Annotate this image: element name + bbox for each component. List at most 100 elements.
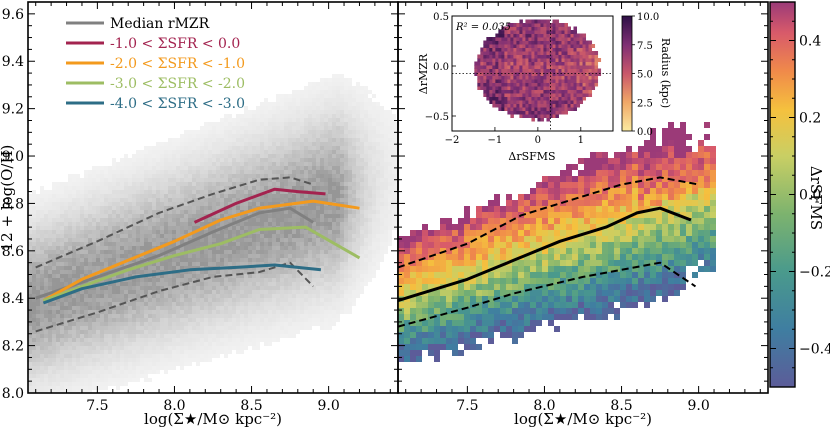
hist-cell [184, 170, 188, 174]
hist-cell [332, 162, 336, 166]
hist-cell [116, 358, 120, 362]
hist-cell [188, 254, 192, 258]
hist-cell [152, 190, 156, 194]
hist-cell [40, 262, 44, 266]
hist-cell [356, 262, 360, 266]
hist-cell [68, 190, 72, 194]
hist-cell [296, 186, 300, 190]
hist-cell [92, 166, 96, 170]
hist-cell [244, 226, 248, 230]
hist-cell [356, 190, 360, 194]
hist-cell [312, 222, 316, 226]
hist-cell [64, 386, 68, 390]
hist-cell [144, 174, 148, 178]
hist-cell [36, 214, 40, 218]
hist-cell [220, 214, 224, 218]
hist-cell [120, 178, 124, 182]
hist-cell [232, 122, 236, 126]
hist-cell [48, 370, 52, 374]
hist-cell [140, 238, 144, 242]
hist-cell [364, 174, 368, 178]
hist-cell [112, 194, 116, 198]
hist-cell [348, 238, 352, 242]
hist-cell [364, 262, 368, 266]
hist-cell [64, 274, 68, 278]
hist-cell [272, 278, 276, 282]
hist-cell [348, 190, 352, 194]
hist-cell [216, 146, 220, 150]
hist-cell [324, 254, 328, 258]
hist-cell [304, 146, 308, 150]
hist-cell [68, 354, 72, 358]
hist-cell [68, 238, 72, 242]
hist-cell [60, 386, 64, 390]
hist-cell [348, 198, 352, 202]
hist-cell [212, 318, 216, 322]
hist-cell [208, 298, 212, 302]
hist-cell [360, 150, 364, 154]
hist-cell [132, 350, 136, 354]
hist-cell [140, 338, 144, 342]
hist-cell [336, 294, 340, 298]
hist-cell [280, 314, 284, 318]
hist-cell [116, 226, 120, 230]
hist-cell [308, 98, 312, 102]
hist-cell [180, 286, 184, 290]
hist-cell [112, 166, 116, 170]
hist-cell [360, 90, 364, 94]
hist-cell [352, 194, 356, 198]
hist-cell [124, 342, 128, 346]
hist-cell [268, 258, 272, 262]
hist-cell [172, 362, 176, 366]
hist-cell [96, 262, 100, 266]
hist-cell [216, 302, 220, 306]
hist-cell [108, 358, 112, 362]
hist-cell [256, 338, 260, 342]
hist-cell [208, 226, 212, 230]
hist-cell [284, 106, 288, 110]
hist-cell [288, 302, 292, 306]
hist-cell [232, 294, 236, 298]
hist-cell [344, 86, 348, 90]
hist-cell [348, 178, 352, 182]
hist-cell [320, 242, 324, 246]
hist-cell [220, 258, 224, 262]
hist-cell [56, 362, 60, 366]
hist-cell [80, 298, 84, 302]
hist-cell [248, 134, 252, 138]
hist-cell [368, 170, 372, 174]
hist-cell [228, 218, 232, 222]
hist-cell [144, 158, 148, 162]
hist-cell [372, 226, 376, 230]
hist-cell [28, 250, 32, 254]
hist-cell [204, 222, 208, 226]
hist-cell [372, 150, 376, 154]
hist-cell [356, 94, 360, 98]
hist-cell [180, 318, 184, 322]
hist-cell [208, 330, 212, 334]
hist-cell [248, 234, 252, 238]
hist-cell [160, 350, 164, 354]
hist-cell [336, 98, 340, 102]
hist-cell [280, 98, 284, 102]
hist-cell [56, 298, 60, 302]
hist-cell [184, 290, 188, 294]
hist-cell [372, 134, 376, 138]
hist-cell [368, 194, 372, 198]
hist-cell [364, 198, 368, 202]
hist-cell [372, 122, 376, 126]
hist-cell [36, 254, 40, 258]
hist-cell [276, 238, 280, 242]
hist-cell [308, 82, 312, 86]
hist-cell [124, 306, 128, 310]
hist-cell [340, 306, 344, 310]
hist-cell [176, 170, 180, 174]
hist-cell [116, 350, 120, 354]
hist-cell [76, 242, 80, 246]
hist-cell [80, 226, 84, 230]
hist-cell [288, 146, 292, 150]
hist-cell [232, 162, 236, 166]
hist-cell [276, 266, 280, 270]
hist-cell [180, 338, 184, 342]
hist-cell [300, 286, 304, 290]
